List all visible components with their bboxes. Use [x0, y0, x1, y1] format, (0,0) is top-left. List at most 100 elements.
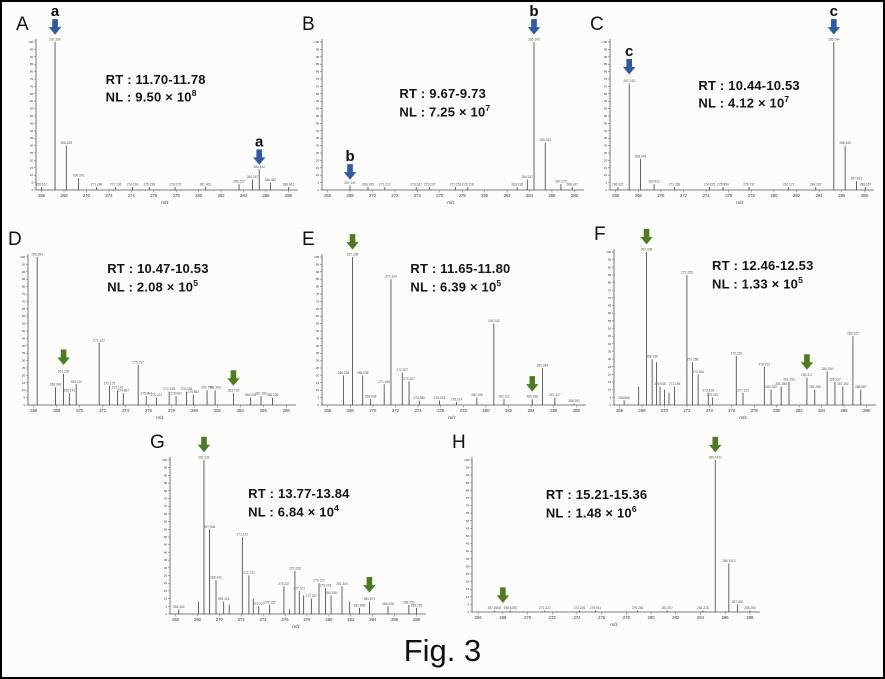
axes: 0 5 10 15 20 25 30 35 40 45 50 55 60 65 70 75 80 85 90 95 10… [602, 39, 874, 198]
svg-text:0: 0 [606, 188, 608, 192]
svg-text:284: 284 [237, 408, 245, 413]
svg-text:65: 65 [22, 307, 26, 311]
svg-text:95: 95 [316, 262, 320, 266]
svg-text:278: 278 [459, 193, 467, 198]
svg-text:65: 65 [164, 512, 168, 516]
peak-mz-label: 285.284 [537, 364, 549, 368]
svg-text:25: 25 [164, 574, 168, 578]
svg-text:95: 95 [466, 466, 470, 470]
peak-mz-label: 273.618 [702, 388, 714, 392]
svg-text:45: 45 [164, 543, 168, 547]
peak-mz-label: 265.342 [173, 605, 185, 609]
peak-mz-label: 267.235 [347, 253, 359, 257]
peak-mz-label: 277.198 [163, 387, 175, 391]
peak-mz-label: 287.275 [555, 180, 567, 184]
svg-text:50: 50 [316, 329, 320, 333]
svg-text:270: 270 [76, 408, 84, 413]
peak-mz-label: 280.283 [765, 385, 777, 389]
svg-text:55: 55 [604, 107, 608, 111]
svg-text:15: 15 [608, 380, 612, 384]
svg-text:5: 5 [32, 181, 34, 185]
svg-text:282: 282 [672, 615, 680, 620]
arrow-letter: b [345, 148, 354, 165]
svg-text:75: 75 [316, 292, 320, 296]
panel-A: A 0 5 10 15 20 25 30 35 40 45 50 55 60 65 70 75 80 85 90 95 1… [16, 3, 302, 210]
peak-mz-label: 269.212 [70, 380, 82, 384]
peak-mz-label: 284.228 [697, 606, 709, 610]
axes: 0 5 10 15 20 25 30 35 40 45 50 55 60 65 70 75 80 85 90 95 10… [464, 456, 760, 620]
svg-text:70: 70 [316, 84, 320, 88]
svg-text:55: 55 [30, 107, 34, 111]
axes: 0 5 10 15 20 25 30 35 40 45 50 55 60 65 70 75 80 85 90 95 10… [162, 456, 426, 622]
blue-down-arrow-icon [827, 19, 841, 35]
panel-E: E 0 5 10 15 20 25 30 35 40 45 50 55 60 65 70 75 80 85 90 95 1… [302, 219, 590, 425]
svg-text:60: 60 [608, 311, 612, 315]
svg-text:276: 276 [150, 193, 158, 198]
x-axis-label: m/z [448, 415, 456, 420]
svg-text:50: 50 [22, 329, 26, 333]
svg-text:95: 95 [316, 47, 320, 51]
peak-mz-label: 279.278 [320, 583, 332, 587]
svg-text:60: 60 [316, 99, 320, 103]
svg-text:272: 272 [238, 617, 246, 622]
svg-text:288: 288 [861, 193, 869, 198]
svg-text:35: 35 [164, 558, 168, 562]
x-axis-label: m/z [292, 624, 300, 629]
spectrum-chart-C: 0 5 10 15 20 25 30 35 40 45 50 55 60 65 70 75 80 85 90 95 10… [602, 3, 874, 205]
svg-text:270: 270 [657, 193, 665, 198]
axes: 0 5 10 15 20 25 30 35 40 45 50 55 60 65 70 75 80 85 90 95 10… [20, 254, 296, 413]
peak-mz-label: 271.212 [379, 183, 391, 187]
svg-text:85: 85 [164, 481, 168, 485]
svg-text:266: 266 [612, 193, 620, 198]
peak-mz-label: 279.236 [632, 606, 644, 610]
svg-text:100: 100 [314, 40, 319, 44]
svg-text:35: 35 [316, 351, 320, 355]
peak-mz-label: 284.041 [245, 393, 257, 397]
x-axis-label: m/z [156, 415, 164, 420]
svg-text:272: 272 [105, 193, 113, 198]
peak-mz-label: 288.228 [267, 393, 279, 397]
panel-G: G 0 5 10 15 20 25 30 35 40 45 50 55 60 65 70 75 80 85 90 95 1… [150, 422, 430, 634]
svg-text:284: 284 [528, 408, 536, 413]
svg-text:25: 25 [604, 151, 608, 155]
blue-down-arrow-icon [48, 19, 62, 35]
svg-text:282: 282 [505, 408, 513, 413]
peak-mz-label: 279.852 [188, 390, 200, 394]
peak-mz-label: 284.226 [821, 367, 833, 371]
svg-text:276: 276 [145, 408, 153, 413]
peak-mz-label: 285.1471 [709, 456, 723, 460]
peak-mz-label: 266.238 [338, 371, 350, 375]
peak-mz-label: 268.238 [357, 371, 369, 375]
peak-mz-label: 273.367 [410, 183, 422, 187]
peak-mz-label: 284.673 [364, 597, 376, 601]
svg-text:15: 15 [316, 166, 320, 170]
peak-mz-label: 285.442 [253, 165, 265, 169]
svg-text:274: 274 [415, 408, 423, 413]
svg-text:288: 288 [285, 193, 293, 198]
svg-text:45: 45 [316, 121, 320, 125]
peak-mz-label: 268.236 [646, 355, 658, 359]
svg-text:0: 0 [318, 403, 320, 407]
svg-text:50: 50 [466, 534, 470, 538]
svg-text:85: 85 [316, 62, 320, 66]
svg-text:280: 280 [770, 193, 778, 198]
nl-value: NL : 6.84 × 104 [248, 503, 340, 520]
svg-text:40: 40 [164, 550, 168, 554]
svg-text:100: 100 [28, 40, 33, 44]
peak-mz-label: 277.252 [450, 183, 462, 187]
svg-text:280: 280 [195, 193, 203, 198]
svg-text:75: 75 [466, 496, 470, 500]
green-down-arrow-icon [526, 376, 539, 392]
svg-text:60: 60 [22, 314, 26, 318]
svg-text:20: 20 [466, 580, 470, 584]
peak-mz-label: 267.241 [344, 181, 356, 185]
svg-text:85: 85 [604, 62, 608, 66]
svg-text:266: 266 [30, 408, 38, 413]
svg-text:266: 266 [38, 193, 46, 198]
svg-text:30: 30 [466, 564, 470, 568]
peak-mz-label: 275.761 [590, 606, 602, 610]
svg-text:65: 65 [316, 307, 320, 311]
peak-mz-label: 275.287 [707, 393, 719, 397]
panel-label-E: E [302, 229, 315, 250]
peak-mz-label: 267.236 [49, 38, 61, 42]
